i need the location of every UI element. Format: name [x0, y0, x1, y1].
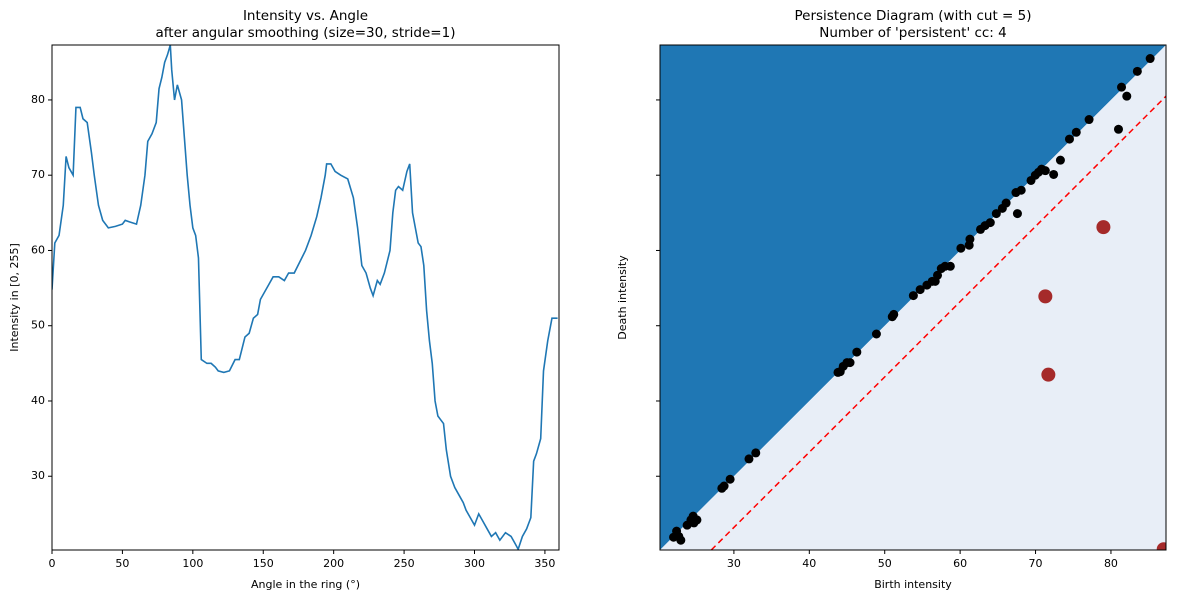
point [1156, 542, 1166, 550]
line [52, 45, 558, 550]
point [1012, 209, 1022, 219]
point [1064, 134, 1074, 144]
point [744, 454, 754, 464]
point [956, 243, 966, 253]
point [1096, 220, 1111, 235]
point [1040, 166, 1050, 176]
point [1016, 185, 1026, 195]
x-tick-label: 60 [953, 557, 967, 570]
point [725, 474, 735, 484]
plot-area [660, 45, 1166, 550]
point [908, 291, 918, 301]
x-axis-label: Angle in the ring (°) [251, 578, 360, 591]
point [1041, 367, 1056, 382]
point [1117, 82, 1127, 92]
point [1122, 91, 1132, 101]
point [1049, 169, 1059, 179]
x-tick-label: 30 [727, 557, 741, 570]
chart-title: Intensity vs. Angle [243, 8, 368, 24]
point [1055, 155, 1065, 165]
x-tick-label: 300 [464, 557, 485, 570]
y-tick-label: 30 [31, 469, 45, 482]
point [689, 518, 699, 528]
x-tick-label: 40 [802, 557, 816, 570]
point [751, 448, 761, 458]
point [719, 481, 729, 491]
y-tick-label: 60 [31, 243, 45, 256]
chart-title: Persistence Diagram (with cut = 5) [795, 8, 1032, 24]
x-tick-label: 0 [49, 557, 56, 570]
point [965, 234, 975, 244]
point [1145, 54, 1155, 64]
y-tick-label: 80 [31, 93, 45, 106]
x-axis-label: Birth intensity [874, 578, 952, 591]
point [845, 358, 855, 368]
point [1071, 127, 1081, 137]
point [871, 329, 881, 339]
point [1084, 115, 1094, 125]
x-tick-label: 100 [182, 557, 203, 570]
point [933, 270, 943, 280]
y-tick-label: 70 [31, 168, 45, 181]
point [985, 218, 995, 228]
point [852, 347, 862, 357]
x-tick-label: 150 [253, 557, 274, 570]
point [672, 526, 682, 536]
reference-line [710, 95, 1166, 550]
chart-subtitle: after angular smoothing (size=30, stride… [156, 25, 456, 41]
x-tick-label: 50 [115, 557, 129, 570]
y-axis-label: Death intensity [616, 255, 629, 340]
y-tick-label: 40 [31, 394, 45, 407]
y-tick-label: 50 [31, 319, 45, 332]
y-axis-label: Intensity in [0, 255] [8, 243, 21, 351]
point [945, 261, 955, 271]
plot-frame [659, 44, 1167, 551]
point [1001, 198, 1011, 208]
point [915, 285, 925, 295]
x-tick-label: 50 [878, 557, 892, 570]
x-tick-label: 80 [1104, 557, 1118, 570]
plot-frame [51, 44, 560, 551]
x-tick-label: 250 [394, 557, 415, 570]
plot-area [52, 45, 558, 550]
x-tick-label: 200 [323, 557, 344, 570]
point [1113, 124, 1123, 134]
x-tick-label: 70 [1029, 557, 1043, 570]
point [991, 209, 1001, 219]
point [1038, 289, 1053, 304]
panel: Persistence Diagram (with cut = 5)Number… [616, 8, 1167, 591]
chart-subtitle: Number of 'persistent' cc: 4 [819, 25, 1007, 41]
point [889, 309, 899, 319]
point [1132, 66, 1142, 76]
point [676, 535, 686, 545]
x-tick-label: 350 [534, 557, 555, 570]
